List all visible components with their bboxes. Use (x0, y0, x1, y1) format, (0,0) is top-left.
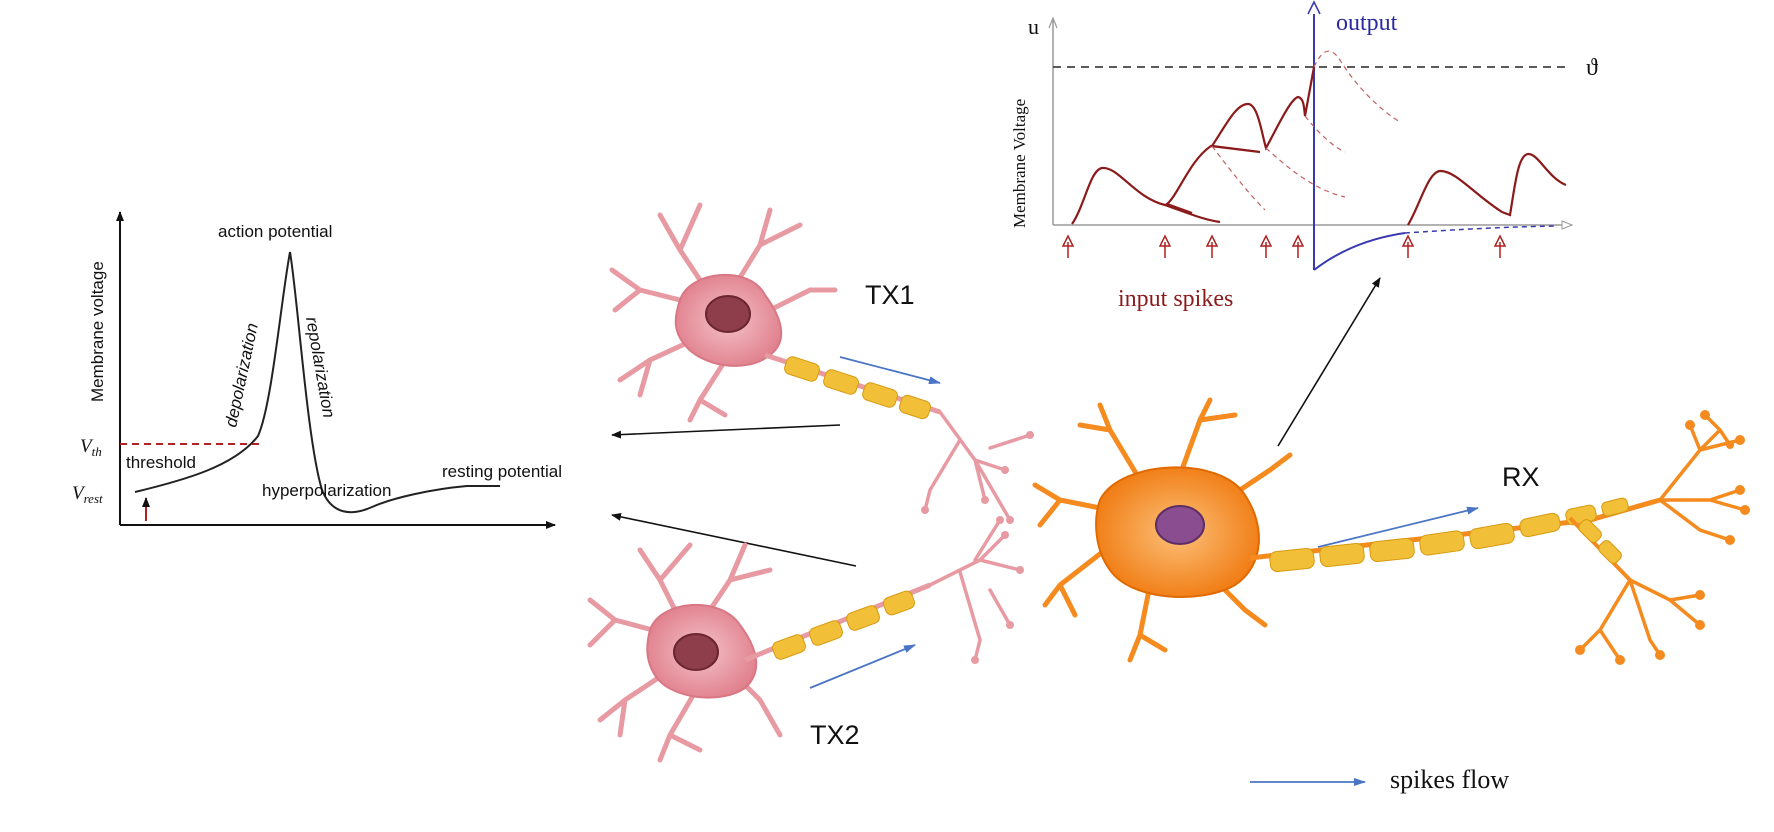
spike-flow-arrow-tx1 (839, 356, 941, 385)
rx-neuron (1032, 397, 1750, 665)
rx-terminal-buttons (1575, 410, 1750, 665)
action-potential-plot: Membrane voltage Vth Vrest action potent… (72, 211, 562, 529)
v-rest-label: Vrest (72, 483, 103, 506)
curve-tail-1 (1164, 203, 1221, 224)
reset-curve (1313, 232, 1406, 271)
tx2-label: TX2 (810, 720, 860, 750)
threshold-label: threshold (126, 453, 196, 472)
dashed-decay-4 (1313, 50, 1401, 123)
rx-nucleus (1155, 505, 1205, 545)
input-spike-markers (1061, 234, 1507, 258)
input-spike-3 (1205, 234, 1219, 258)
mv-x-axis-arrowhead (1561, 220, 1574, 230)
input-spike-2 (1158, 234, 1172, 258)
rx-label: RX (1502, 462, 1540, 492)
tx1-axon-terminals (923, 410, 1032, 522)
connector-tx2-to-plot (611, 512, 857, 567)
rx-axon-terminals (1578, 413, 1747, 662)
rx-dendrites (1032, 397, 1293, 663)
decay-after-spike-3 (1212, 145, 1233, 222)
tx2-axon-terminals (928, 518, 1022, 662)
tx1-neuron (609, 202, 1034, 524)
mv-y-axis-arrowhead (1048, 16, 1058, 29)
curve-after-reset (1407, 152, 1567, 226)
reset-tail (1404, 225, 1556, 234)
mv-ylabel: Membrane Voltage (1010, 99, 1029, 228)
dashed-decay-3 (1304, 115, 1346, 153)
tx2-neuron (587, 516, 1024, 763)
input-spike-1 (1061, 234, 1075, 258)
input-spikes-label: input spikes (1118, 286, 1233, 312)
v-th-label: Vth (80, 436, 102, 459)
tx1-nucleus (705, 295, 751, 333)
connector-tx1-to-plot (611, 424, 841, 439)
legend-spikes-flow: spikes flow (1390, 765, 1509, 794)
dashed-decay-1 (1211, 145, 1266, 211)
output-label: output (1336, 10, 1398, 36)
output-arrowhead (1307, 0, 1321, 15)
legend: spikes flow (1250, 765, 1509, 794)
tx2-terminal-buttons (971, 516, 1024, 664)
theta-label: ϑ (1586, 55, 1598, 81)
spike-flow-arrow-tx2 (809, 644, 916, 689)
rx-axon (1249, 497, 1661, 582)
resting-potential-label: resting potential (442, 462, 562, 481)
input-spike-6 (1401, 234, 1415, 258)
tx2-axon (744, 582, 931, 663)
tx1-label: TX1 (865, 280, 915, 310)
ap-curve (134, 251, 500, 514)
connector-rx-to-plot (1277, 277, 1381, 447)
ap-ylabel: Membrane voltage (88, 261, 107, 402)
input-spike-5 (1291, 234, 1305, 258)
depolarization-label: depolarization (221, 321, 262, 428)
membrane-potential-curve (1071, 66, 1316, 225)
u-label: u (1028, 14, 1039, 39)
input-spike-4 (1259, 234, 1273, 258)
dashed-decay-2 (1265, 147, 1346, 198)
tx1-terminal-buttons (921, 431, 1034, 524)
spike-flow-arrow-rx (1317, 506, 1479, 548)
hyperpolarization-label: hyperpolarization (262, 481, 391, 500)
membrane-voltage-plot: u Membrane Voltage output ϑ input spikes (1010, 0, 1598, 312)
tx2-nucleus (673, 633, 719, 671)
input-spike-7 (1493, 234, 1507, 258)
tx1-axon (764, 352, 941, 420)
action-potential-label: action potential (218, 222, 332, 241)
